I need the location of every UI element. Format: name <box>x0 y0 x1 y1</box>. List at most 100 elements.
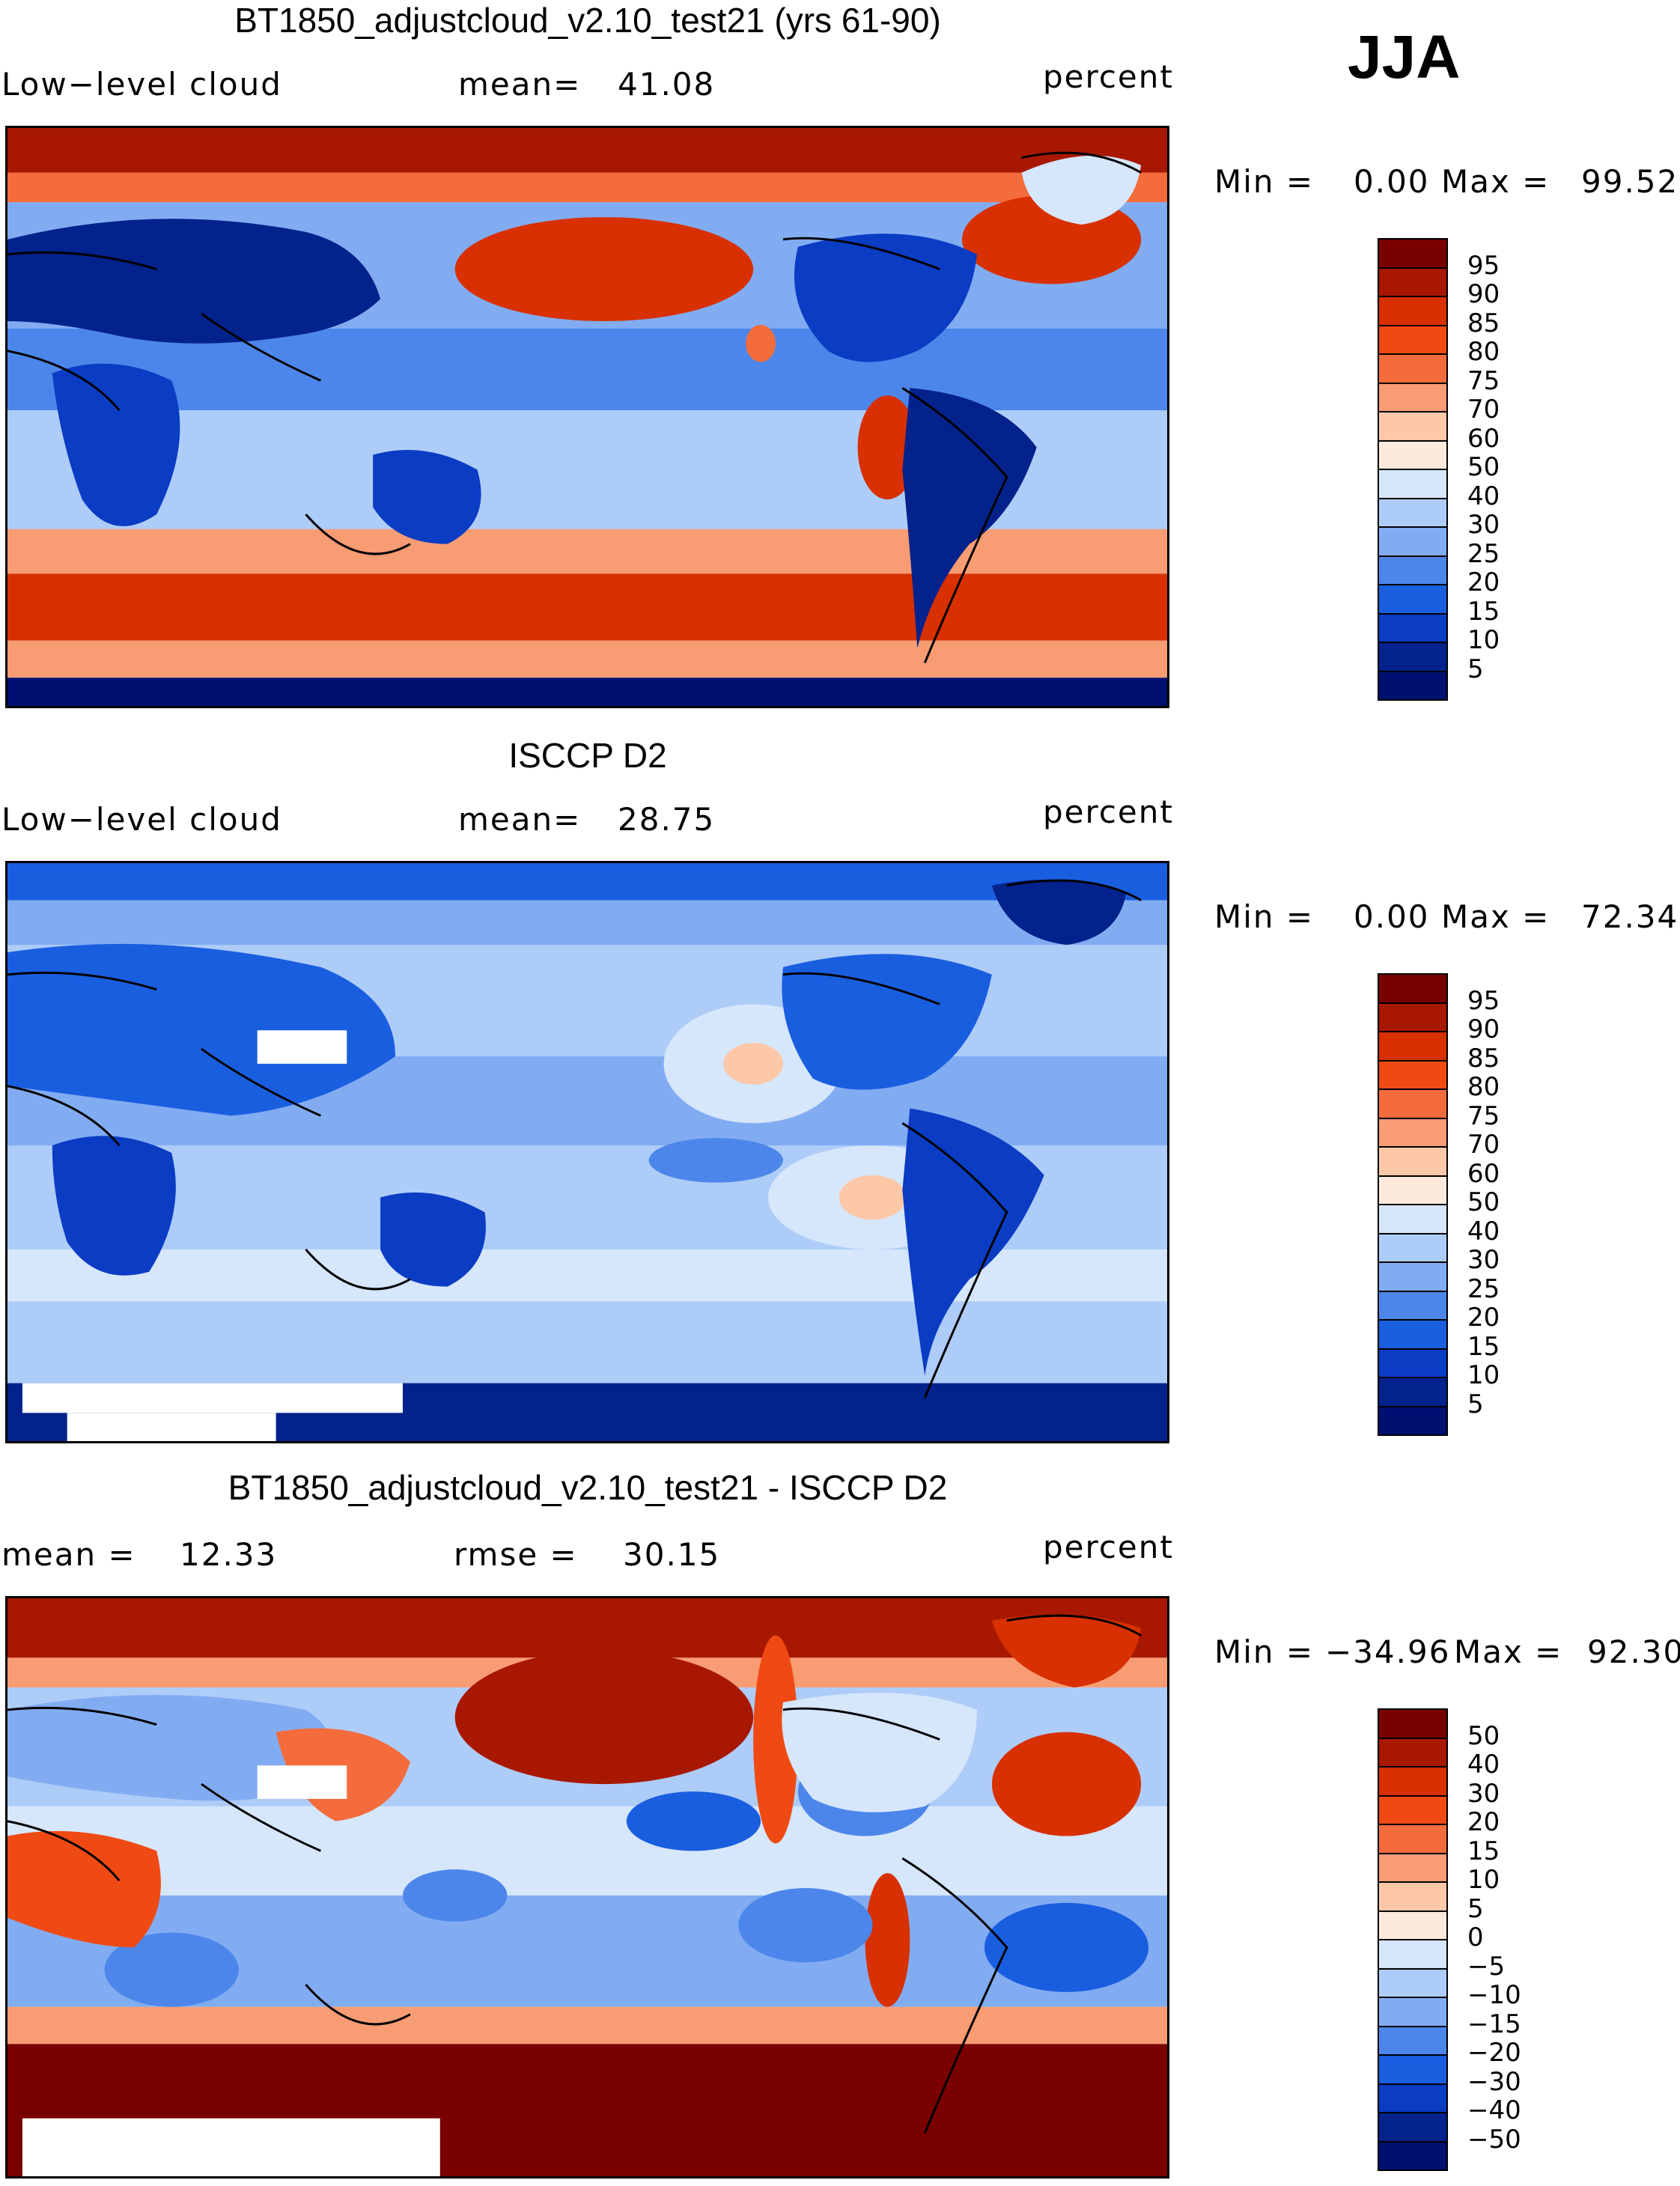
season-label: JJA <box>1348 23 1461 91</box>
colorbar-segment <box>1379 1883 1446 1912</box>
colorbar-tick-label: 60 <box>1467 1158 1500 1189</box>
min-value: −34.96 <box>1325 1634 1451 1670</box>
max-label: Max = <box>1454 1634 1563 1670</box>
colorbar-segment <box>1379 355 1446 384</box>
colorbar-segment <box>1379 585 1446 615</box>
colorbar-tick-label: 80 <box>1467 337 1500 367</box>
mean-value: 41.08 <box>618 66 716 103</box>
colorbar-tick-label: 15 <box>1467 1836 1500 1866</box>
colorbar-tick-label: 15 <box>1467 1331 1500 1362</box>
colorbar-segment <box>1379 1291 1446 1321</box>
colorbar-segment <box>1379 1854 1446 1883</box>
rmse-value: 30.15 <box>623 1536 721 1573</box>
colorbar-segment <box>1379 1234 1446 1263</box>
colorbar-segment <box>1379 975 1446 1004</box>
colorbar-tick-label: −15 <box>1467 2009 1521 2039</box>
colorbar-segment <box>1379 1998 1446 2027</box>
colorbar <box>1378 238 1448 701</box>
mean-label: mean= <box>458 66 582 103</box>
map-model <box>5 126 1169 708</box>
panel-title: BT1850_adjustcloud_v2.10_test21 - ISCCP … <box>228 1468 948 1507</box>
colorbar-segment <box>1379 297 1446 326</box>
map-observation <box>5 861 1169 1443</box>
colorbar-tick-label: 10 <box>1467 625 1500 655</box>
colorbar-segment <box>1379 1969 1446 1998</box>
field-label: Low−level cloud <box>1 801 282 838</box>
rmse-label: rmse = <box>454 1536 578 1573</box>
colorbar-segment <box>1379 1738 1446 1768</box>
colorbar-segment <box>1379 614 1446 643</box>
colorbar-segment <box>1379 470 1446 499</box>
colorbar-segment <box>1379 1061 1446 1090</box>
colorbar-segment <box>1379 268 1446 297</box>
colorbar-segment <box>1379 1032 1446 1062</box>
colorbar-tick-label: 75 <box>1467 1100 1500 1131</box>
colorbar-segment <box>1379 2027 1446 2056</box>
max-label: Max = <box>1441 898 1550 935</box>
mean-value: 12.33 <box>180 1536 278 1573</box>
max-value: 92.30 <box>1587 1634 1680 1670</box>
colorbar-tick-label: 5 <box>1467 1893 1484 1924</box>
colorbar-tick-label: 30 <box>1467 1245 1500 1275</box>
unit-label: percent <box>1043 58 1174 95</box>
colorbar-tick-label: 75 <box>1467 365 1500 396</box>
colorbar-tick-label: 5 <box>1467 1389 1484 1419</box>
mean-label: mean= <box>458 801 582 838</box>
colorbar-tick-label: 70 <box>1467 395 1500 424</box>
field-label: Low−level cloud <box>1 66 282 103</box>
colorbar-segment <box>1379 672 1446 699</box>
colorbar-tick-label: 85 <box>1467 308 1500 338</box>
min-value: 0.00 <box>1354 163 1430 200</box>
colorbar-segment <box>1379 528 1446 557</box>
colorbar-segment <box>1379 1205 1446 1234</box>
max-value: 72.34 <box>1581 898 1679 935</box>
panel-title: BT1850_adjustcloud_v2.10_test21 (yrs 61-… <box>234 1 941 40</box>
colorbar-segment <box>1379 1349 1446 1378</box>
colorbar-segment <box>1379 1825 1446 1854</box>
map-difference <box>5 1596 1169 2179</box>
colorbar-segment <box>1379 441 1446 470</box>
colorbar-tick-label: 25 <box>1467 1273 1500 1304</box>
min-label: Min = <box>1214 898 1315 935</box>
colorbar-tick-label: 20 <box>1467 1807 1500 1837</box>
max-value: 99.52 <box>1581 163 1679 200</box>
colorbar-tick-label: 10 <box>1467 1360 1500 1390</box>
colorbar-tick-label: 50 <box>1467 1187 1500 1217</box>
colorbar-segment <box>1379 1176 1446 1205</box>
colorbar-tick-label: 5 <box>1467 654 1484 684</box>
colorbar-tick-label: 10 <box>1467 1865 1500 1895</box>
colorbar-tick-label: −5 <box>1467 1951 1506 1982</box>
colorbar-segment <box>1379 1090 1446 1119</box>
colorbar-segment <box>1379 1148 1446 1177</box>
colorbar-tick-label: 40 <box>1467 1750 1500 1779</box>
colorbar-segment <box>1379 2142 1446 2170</box>
colorbar-segment <box>1379 1378 1446 1407</box>
colorbar-segment <box>1379 240 1446 269</box>
colorbar-segment <box>1379 556 1446 585</box>
colorbar-tick-label: 40 <box>1467 481 1500 511</box>
colorbar-segment <box>1379 1118 1446 1148</box>
colorbar-segment <box>1379 2084 1446 2113</box>
colorbar-tick-label: 70 <box>1467 1130 1500 1160</box>
colorbar-tick-label: 25 <box>1467 538 1500 569</box>
max-label: Max = <box>1441 163 1550 200</box>
colorbar-tick-label: −50 <box>1467 2124 1521 2155</box>
min-label: Min = <box>1214 1634 1315 1670</box>
colorbar-tick-label: 85 <box>1467 1043 1500 1074</box>
panel-title: ISCCP D2 <box>508 736 667 775</box>
colorbar-segment <box>1379 1263 1446 1292</box>
colorbar-tick-label: 50 <box>1467 452 1500 482</box>
colorbar <box>1378 1708 1448 2171</box>
colorbar-tick-label: 95 <box>1467 250 1500 281</box>
colorbar-tick-label: 40 <box>1467 1216 1500 1246</box>
colorbar-segment <box>1379 1321 1446 1350</box>
colorbar-tick-label: 0 <box>1467 1922 1484 1952</box>
colorbar-tick-label: −10 <box>1467 1980 1521 2010</box>
colorbar-tick-label: −40 <box>1467 2095 1521 2125</box>
colorbar-tick-label: 90 <box>1467 279 1500 309</box>
colorbar-segment <box>1379 499 1446 528</box>
colorbar-tick-label: 90 <box>1467 1014 1500 1044</box>
unit-label: percent <box>1043 794 1174 830</box>
min-label: Min = <box>1214 163 1315 200</box>
colorbar-tick-label: −30 <box>1467 2066 1521 2097</box>
